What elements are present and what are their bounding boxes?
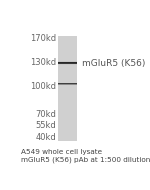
Bar [58, 62, 77, 63]
Bar [58, 61, 77, 62]
Bar [58, 82, 77, 83]
Text: 55kd: 55kd [35, 121, 56, 131]
Bar [58, 84, 77, 85]
Bar [58, 83, 77, 84]
Bar [58, 62, 77, 63]
Text: 70kd: 70kd [35, 110, 56, 119]
Bar [58, 84, 77, 85]
Text: 100kd: 100kd [30, 82, 56, 91]
Bar [58, 61, 77, 62]
Text: mGluR5 (K56): mGluR5 (K56) [82, 59, 145, 67]
Bar [58, 64, 77, 65]
Bar [58, 64, 77, 65]
Bar [58, 61, 77, 62]
Text: 40kd: 40kd [35, 133, 56, 142]
Bar [58, 84, 77, 85]
Bar [58, 84, 77, 85]
Bar [58, 82, 77, 83]
Bar [58, 63, 77, 64]
Text: 130kd: 130kd [30, 58, 56, 67]
Text: A549 whole cell lysate: A549 whole cell lysate [21, 149, 102, 155]
Bar [58, 83, 77, 84]
Bar [58, 82, 77, 83]
Text: 170kd: 170kd [30, 34, 56, 43]
Bar [58, 64, 77, 65]
Bar [58, 63, 77, 64]
Text: mGluR5 (K56) pAb at 1:500 dilution: mGluR5 (K56) pAb at 1:500 dilution [21, 156, 150, 163]
Bar [58, 83, 77, 84]
Bar [58, 63, 77, 64]
Bar [58, 83, 77, 84]
Bar [58, 62, 77, 63]
Bar [58, 82, 77, 83]
Bar [58, 36, 77, 141]
